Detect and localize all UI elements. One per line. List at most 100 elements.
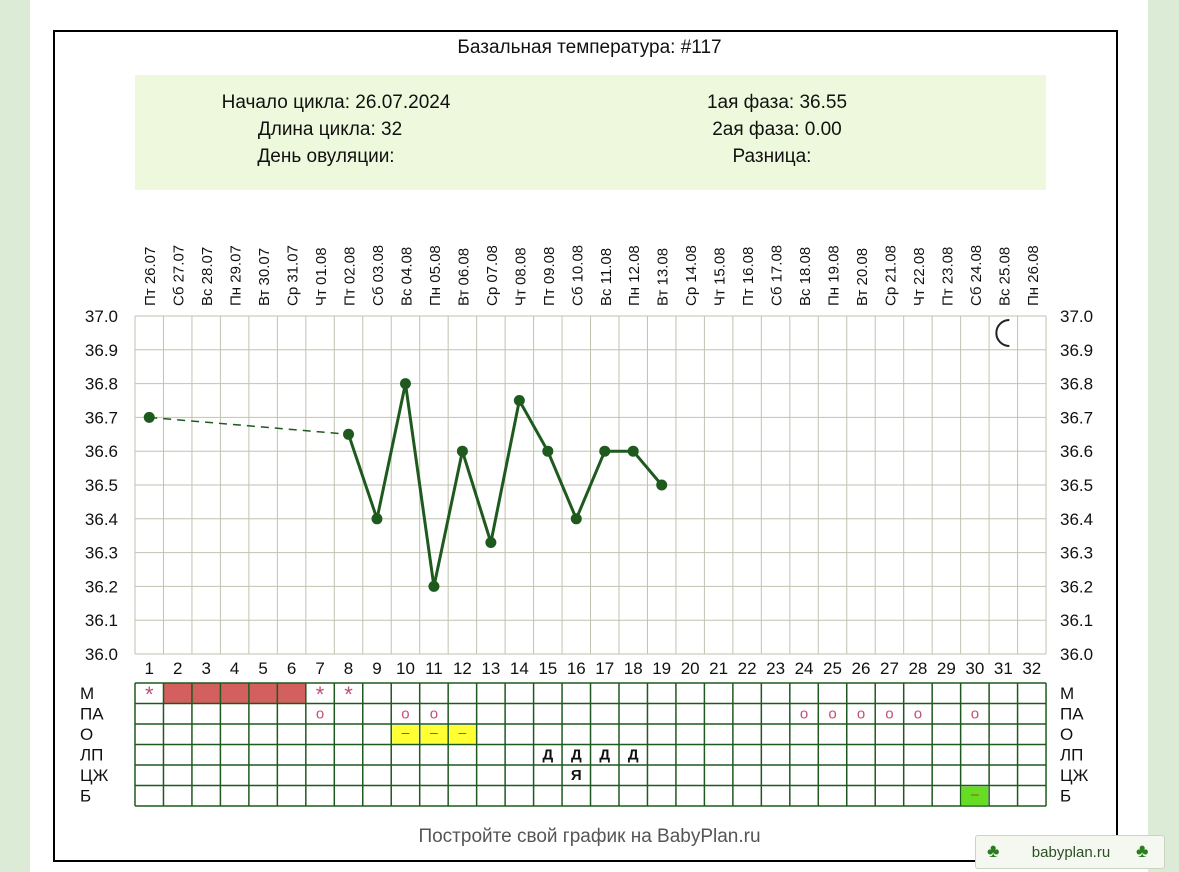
y-tick-label-left: 36.4 (85, 510, 118, 529)
chart-title: Базальная температура: #117 (457, 37, 722, 58)
day-number: 27 (880, 659, 899, 678)
babyplan-badge[interactable]: ♣ babyplan.ru ♣ (975, 835, 1165, 869)
clover-icon-right: ♣ (1136, 841, 1149, 862)
date-label: Вс 11.08 (598, 248, 615, 306)
day-number: 23 (766, 659, 785, 678)
table-row-label-right: ЦЖ (1060, 766, 1089, 785)
table-row-label-right: М (1060, 684, 1074, 703)
menstruation-fill (163, 683, 306, 704)
day-number: 29 (937, 659, 956, 678)
day-number: 15 (538, 659, 557, 678)
table-mark: о (800, 706, 808, 723)
table-mark: о (914, 706, 922, 723)
data-point (371, 513, 383, 525)
y-tick-label-right: 36.4 (1060, 510, 1093, 529)
y-tick-label-left: 36.6 (85, 442, 118, 461)
data-point (513, 395, 525, 406)
date-label: Пн 05.08 (427, 245, 444, 306)
table-mark: Д (628, 747, 639, 764)
table-mark: Д (599, 747, 610, 764)
series-segment (432, 450, 464, 587)
table-row-label-right: ПА (1060, 705, 1084, 724)
data-point (627, 445, 639, 457)
date-label: Чт 01.08 (313, 247, 330, 306)
date-label: Пт 02.08 (342, 247, 359, 306)
table-mark: * (145, 682, 154, 707)
series-segment (460, 450, 493, 543)
y-tick-label-right: 36.6 (1060, 442, 1093, 461)
table-row-label-left: ЛП (80, 746, 103, 765)
day-number: 26 (852, 659, 871, 678)
date-label: Ср 07.08 (484, 245, 501, 306)
day-number: 14 (510, 659, 529, 678)
day-number: 19 (652, 659, 671, 678)
date-label: Чт 22.08 (911, 247, 928, 306)
test-box (392, 725, 419, 744)
date-label: Пт 23.08 (939, 247, 956, 306)
moon-icon (995, 319, 1010, 347)
data-point (485, 536, 497, 548)
table-row-label-left: ЦЖ (80, 766, 109, 785)
date-label: Пт 09.08 (541, 247, 558, 306)
y-tick-label-right: 36.3 (1060, 544, 1093, 563)
y-tick-label-left: 37.0 (85, 307, 118, 326)
table-row-label-left: М (80, 684, 94, 703)
ovulation-day: День овуляции: (257, 146, 395, 167)
y-tick-label-right: 36.5 (1060, 476, 1093, 495)
y-tick-label-left: 36.1 (85, 611, 118, 630)
data-point (542, 445, 554, 457)
day-number: 22 (738, 659, 757, 678)
phase-1: 1ая фаза: 36.55 (706, 92, 848, 113)
day-number: 10 (396, 659, 415, 678)
footer-link[interactable]: Постройте свой график на BabyPlan.ru (418, 826, 761, 847)
y-tick-label-left: 36.5 (85, 476, 118, 495)
day-number: 20 (681, 659, 700, 678)
series-segment (347, 433, 379, 520)
day-number: 1 (145, 659, 154, 678)
date-label: Вт 30.07 (256, 248, 273, 306)
date-label: Ср 14.08 (683, 245, 700, 306)
y-tick-label-left: 36.3 (85, 544, 118, 563)
date-label: Вс 28.07 (199, 247, 216, 306)
data-point (343, 428, 355, 440)
date-label: Вс 04.08 (398, 247, 415, 306)
date-label: Ср 21.08 (882, 245, 899, 306)
table-row-label-left: Б (80, 787, 91, 806)
day-number: 8 (344, 659, 353, 678)
data-point (143, 411, 155, 423)
date-label: Ср 31.07 (285, 245, 302, 306)
date-label: Вт 06.08 (455, 248, 472, 306)
table-row-label-right: О (1060, 725, 1073, 744)
y-tick-label-left: 36.7 (85, 408, 118, 427)
date-label: Вт 13.08 (655, 248, 672, 306)
day-number: 5 (258, 659, 267, 678)
date-label: Пн 19.08 (826, 245, 843, 306)
test-box (449, 725, 476, 744)
table-mark: о (430, 706, 438, 723)
date-label: Пн 29.07 (228, 245, 245, 306)
date-label: Пт 26.07 (142, 247, 159, 306)
day-number: 7 (315, 659, 324, 678)
badge-text: babyplan.ru (1031, 844, 1111, 861)
cycle-length: Длина цикла: 32 (257, 119, 403, 140)
date-label: Вс 25.08 (996, 247, 1013, 306)
table-row-label-left: О (80, 725, 93, 744)
date-label: Пт 16.08 (740, 247, 757, 306)
data-point (570, 513, 582, 525)
day-number: 30 (965, 659, 984, 678)
y-tick-label-right: 36.0 (1060, 645, 1093, 664)
date-label: Сб 03.08 (370, 245, 387, 306)
table-row-label-right: ЛП (1060, 746, 1083, 765)
date-label: Вт 20.08 (854, 248, 871, 306)
table-mark: о (885, 706, 893, 723)
test-mark: – (430, 724, 438, 740)
day-number: 32 (1022, 659, 1041, 678)
day-number: 3 (201, 659, 210, 678)
date-label: Сб 24.08 (968, 245, 985, 306)
day-number: 18 (624, 659, 643, 678)
day-number: 13 (481, 659, 500, 678)
phase-2: 2ая фаза: 0.00 (712, 119, 842, 140)
y-tick-label-left: 36.2 (85, 577, 118, 596)
day-number: 25 (823, 659, 842, 678)
